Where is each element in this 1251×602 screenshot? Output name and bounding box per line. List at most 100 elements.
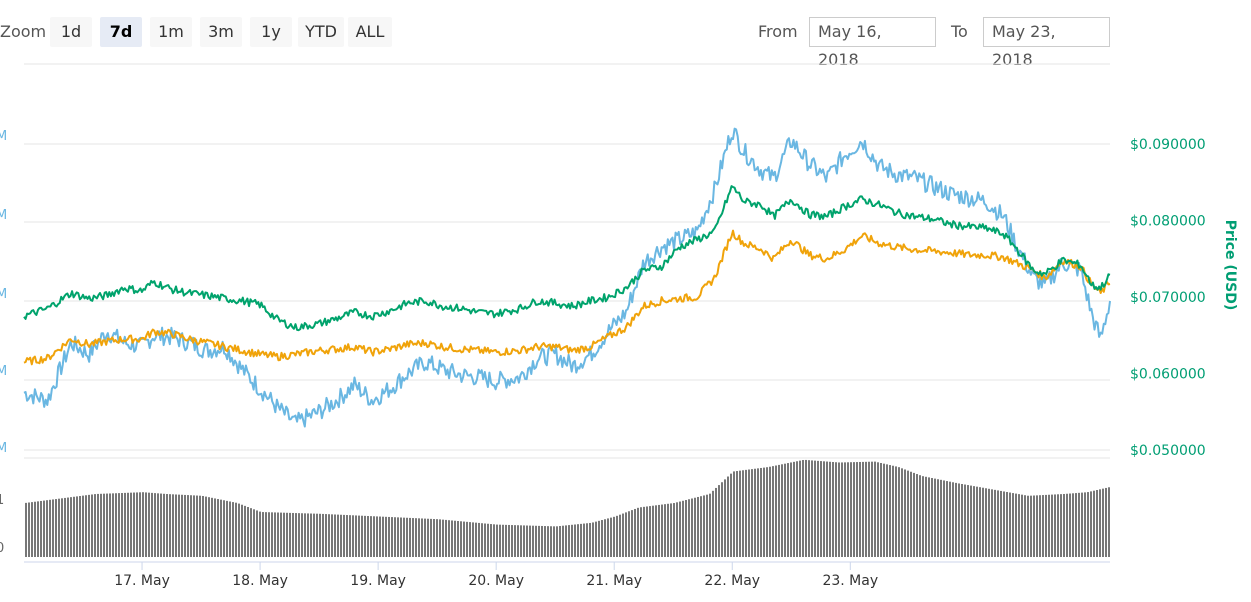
volume-bar [619, 514, 621, 557]
volume-bar [112, 493, 114, 557]
volume-bar [766, 467, 768, 557]
zoom-7d-button[interactable]: 7d [100, 17, 142, 47]
volume-bar [832, 462, 834, 557]
volume-bar [154, 493, 156, 557]
volume-bar [511, 525, 513, 557]
volume-bar [217, 499, 219, 557]
volume-bar [946, 481, 948, 557]
volume-bar [106, 493, 108, 557]
volume-bar [730, 473, 732, 557]
volume-bar [760, 467, 762, 557]
y-tick-label: $0.080000 [1130, 214, 1206, 230]
volume-bar [964, 484, 966, 557]
volume-bar [967, 485, 969, 557]
volume-bar [565, 525, 567, 557]
y-tick-label: $0.050000 [1130, 443, 1206, 459]
volume-bar [877, 462, 879, 557]
volume-bar [478, 522, 480, 557]
volume-bar [205, 496, 207, 557]
zoom-ytd-button[interactable]: YTD [298, 17, 344, 47]
volume-bar [1081, 492, 1083, 557]
volume-bar [778, 464, 780, 557]
volume-bar [790, 462, 792, 557]
volume-bar [598, 520, 600, 557]
volume-bar [124, 492, 126, 557]
volume-bar [922, 476, 924, 557]
volume-bar [361, 515, 363, 557]
zoom-3m-button[interactable]: 3m [200, 17, 242, 47]
to-date-input[interactable]: May 23, 2018 [983, 17, 1110, 69]
volume-bar [1102, 488, 1104, 557]
volume-bar [718, 485, 720, 557]
volume-bar [781, 464, 783, 557]
volume-bar [739, 470, 741, 557]
left-axis-ticks: M M M M M 1 0 [0, 129, 7, 556]
volume-bar [247, 507, 249, 557]
volume-bar [544, 526, 546, 557]
volume-bar [484, 523, 486, 557]
volume-bar [997, 490, 999, 557]
volume-bar [1024, 495, 1026, 557]
zoom-1m-button[interactable]: 1m [150, 17, 192, 47]
volume-bar [907, 470, 909, 557]
volume-bar [262, 512, 264, 557]
volume-bar [73, 496, 75, 557]
price-series [23, 127, 1111, 428]
zoom-1y-button[interactable]: 1y [250, 17, 292, 47]
volume-bar [640, 507, 642, 557]
volume-bar [814, 460, 816, 557]
volume-bar [376, 516, 378, 557]
y-axis-title: Price (USD) [1222, 220, 1238, 311]
volume-bar [259, 511, 261, 557]
volume-bar [289, 512, 291, 557]
volume-bar [385, 516, 387, 557]
volume-bar [88, 494, 90, 557]
volume-bar [853, 462, 855, 557]
volume-bar [616, 515, 618, 557]
zoom-1d-button[interactable]: 1d [50, 17, 92, 47]
volume-bar [793, 461, 795, 557]
volume-bar [805, 459, 807, 557]
volume-bar [820, 461, 822, 557]
volume-bar [100, 493, 102, 557]
left-tick-label: M [0, 441, 7, 456]
x-tick-label: 19. May [350, 573, 406, 589]
volume-bar [232, 502, 234, 557]
volume-bar [844, 462, 846, 557]
volume-bar [34, 501, 36, 557]
volume-bar [433, 519, 435, 557]
volume-bar [736, 471, 738, 557]
volume-bar [1051, 494, 1053, 557]
volume-bar [613, 516, 615, 557]
volume-bar [559, 526, 561, 557]
volume-bar [715, 487, 717, 557]
volume-bar [169, 494, 171, 557]
volume-bar [85, 495, 87, 557]
volume-bar [892, 465, 894, 557]
volume-bar [769, 466, 771, 557]
volume-bar [712, 490, 714, 557]
volume-bar [28, 502, 30, 557]
volume-bar [703, 495, 705, 557]
left-tick-label: M [0, 287, 7, 302]
volume-bar [466, 521, 468, 557]
from-date-input[interactable]: May 16, 2018 [809, 17, 936, 69]
volume-bar [223, 500, 225, 557]
volume-bar [1015, 493, 1017, 557]
volume-bar [76, 496, 78, 557]
volume-bar [454, 520, 456, 557]
volume-bar [838, 462, 840, 557]
volume-bar [490, 524, 492, 557]
volume-bar [457, 521, 459, 557]
volume-bar [886, 464, 888, 557]
volume-bar [448, 520, 450, 557]
volume-bar [97, 493, 99, 557]
zoom-all-button[interactable]: ALL [348, 17, 392, 47]
volume-bar [1069, 493, 1071, 557]
volume-bar [1072, 493, 1074, 557]
volume-bar [439, 519, 441, 557]
volume-bar [406, 517, 408, 557]
volume-bar [895, 466, 897, 557]
volume-bar [220, 499, 222, 557]
